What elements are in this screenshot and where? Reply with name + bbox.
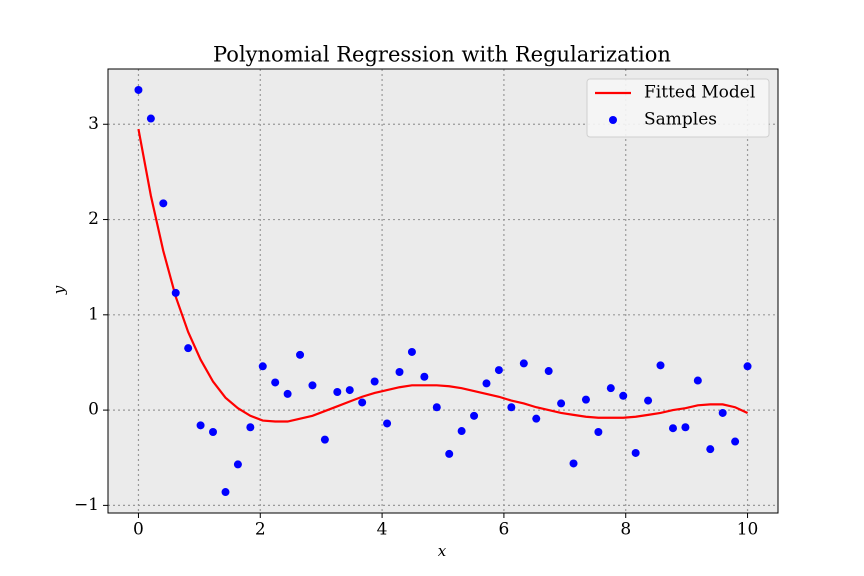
sample-point [656,361,665,370]
sample-point [731,437,740,446]
x-axis-label: x [438,542,447,560]
sample-point [644,396,653,405]
sample-point [532,414,541,423]
sample-point [407,347,416,356]
sample-point [221,488,230,497]
sample-point [196,421,205,430]
sample-point [146,114,155,123]
chart-title: Polynomial Regression with Regularizatio… [213,43,671,67]
plot-frame [107,68,779,514]
sample-point [432,403,441,412]
y-axis-label: y [50,285,68,295]
x-tick-label: 6 [498,520,509,540]
sample-point [271,378,280,387]
sample-point [668,424,677,433]
sample-point [134,85,143,94]
legend-swatch [609,116,617,124]
sample-point [631,448,640,457]
sample-point [258,362,267,371]
sample-point [470,411,479,420]
y-tick-label: 2 [88,209,99,229]
x-tick-label: 0 [133,520,144,540]
sample-point [296,350,305,359]
sample-point [494,366,503,375]
sample-point [233,460,242,469]
sample-point [544,367,553,376]
y-tick-label: −1 [74,495,99,515]
sample-point [358,398,367,407]
sample-point [706,445,715,454]
sample-point [445,449,454,458]
sample-point [619,391,628,400]
sample-point [345,386,354,395]
x-tick-label: 4 [377,520,388,540]
fitted-line [137,128,749,423]
sample-point [184,344,193,353]
plot-area [108,69,778,513]
sample-point [519,359,528,368]
sample-point [681,423,690,432]
sample-point [606,384,615,393]
x-tick-label: 10 [737,520,759,540]
sample-point [283,389,292,398]
legend: Fitted Model Samples [586,78,770,138]
sample-point [420,372,429,381]
legend-label: Fitted Model [644,83,755,103]
sample-point [246,423,255,432]
sample-point [209,428,218,437]
x-tick-label: 8 [620,520,631,540]
sample-point [718,408,727,417]
sample-point [581,395,590,404]
sample-point [395,367,404,376]
x-tick-label: 2 [255,520,266,540]
sample-point [171,288,180,297]
marks [134,85,752,497]
sample-point [320,435,329,444]
legend-box [586,78,770,138]
sample-point [457,427,466,436]
sample-point [308,381,317,390]
sample-point [159,199,168,208]
sample-point [743,362,752,371]
sample-point [693,376,702,385]
legend-label: Samples [644,110,717,130]
grid [108,69,778,513]
sample-point [370,377,379,386]
sample-point [557,399,566,408]
sample-point [482,379,491,388]
y-tick-label: 0 [88,400,99,420]
y-tick-label: 1 [88,304,99,324]
sample-point [333,387,342,396]
sample-point [507,403,516,412]
sample-point [569,459,578,468]
y-tick-label: 3 [88,114,99,134]
sample-point [383,419,392,428]
sample-point [594,428,603,437]
